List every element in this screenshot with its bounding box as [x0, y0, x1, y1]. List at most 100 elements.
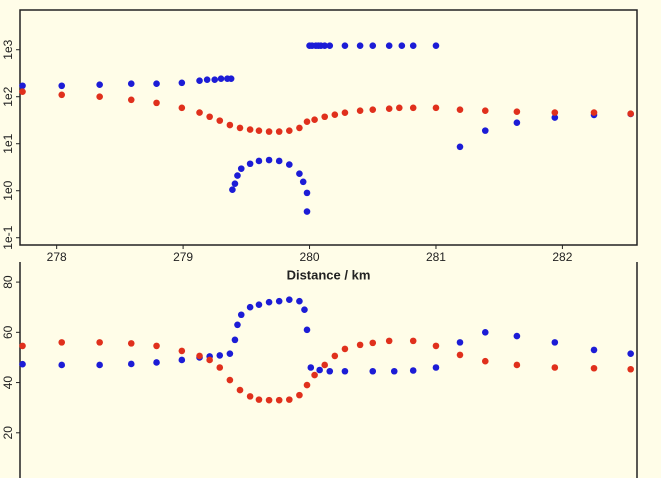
data-point [513, 332, 521, 340]
data-point [236, 124, 244, 132]
data-point [178, 104, 186, 112]
data-point [96, 361, 103, 369]
y-tick-label: 1e0 [1, 180, 15, 200]
data-point [153, 80, 160, 88]
data-point [246, 126, 254, 133]
data-point [178, 79, 186, 87]
data-point [153, 359, 160, 366]
data-point [234, 321, 241, 329]
data-point [409, 337, 417, 345]
data-point [237, 165, 245, 172]
data-point [265, 298, 273, 306]
data-point [303, 189, 311, 197]
data-point [58, 339, 66, 346]
data-point [432, 42, 440, 50]
data-point [481, 329, 489, 336]
data-point [275, 157, 283, 165]
data-point [255, 157, 263, 165]
data-point [513, 108, 521, 116]
data-point [356, 341, 364, 349]
data-point [321, 361, 329, 369]
data-point [19, 360, 26, 368]
data-point [551, 114, 559, 121]
data-point [590, 346, 598, 354]
data-point [303, 118, 311, 126]
data-point [481, 107, 489, 115]
data-point [19, 88, 26, 95]
data-point [227, 75, 235, 82]
data-point [296, 297, 303, 305]
data-point [481, 357, 489, 365]
data-point [303, 381, 311, 389]
data-point [341, 42, 349, 50]
data-point [456, 143, 464, 151]
y-tick-label: 1e3 [1, 39, 15, 59]
x-tick-label: 281 [426, 250, 446, 264]
data-point [590, 109, 598, 116]
data-point [299, 178, 307, 186]
data-point [96, 93, 103, 101]
data-point [341, 109, 349, 117]
data-point [96, 81, 103, 89]
data-point [216, 352, 224, 359]
data-point [385, 42, 393, 50]
data-point [196, 352, 203, 360]
data-point [226, 350, 234, 357]
data-point [303, 326, 311, 334]
x-axis-label: Distance / km [287, 267, 371, 282]
data-point [369, 106, 377, 113]
data-point [356, 42, 364, 50]
data-point [203, 76, 211, 84]
data-point [255, 127, 263, 135]
data-point [237, 311, 245, 319]
data-point [513, 119, 521, 127]
data-point [296, 124, 303, 132]
data-point [590, 364, 598, 372]
data-point [481, 127, 489, 134]
data-point [231, 336, 239, 344]
data-point [275, 297, 283, 305]
data-point [301, 306, 308, 314]
y-tick-label: 1e1 [1, 133, 15, 153]
data-point [296, 170, 303, 178]
x-tick-label: 280 [300, 250, 320, 264]
data-point [286, 127, 293, 135]
data-point [255, 396, 263, 403]
data-point [216, 117, 224, 124]
data-point [246, 160, 254, 168]
data-point [96, 339, 103, 346]
data-point [513, 361, 521, 369]
data-point [296, 391, 303, 399]
data-point [246, 393, 254, 400]
data-point [196, 109, 203, 116]
plot-frame [19, 9, 638, 246]
y-tick-label: 20 [1, 426, 15, 440]
data-point [432, 364, 440, 371]
data-point [398, 42, 406, 50]
data-point [127, 80, 135, 88]
data-point [265, 156, 273, 164]
data-point [321, 42, 329, 50]
data-point [58, 361, 66, 369]
data-point [217, 75, 225, 82]
data-point [331, 352, 339, 360]
data-point [369, 42, 377, 50]
data-point [178, 356, 186, 364]
data-point [390, 367, 398, 375]
data-point [331, 111, 339, 119]
data-point [231, 180, 239, 188]
data-point [456, 106, 464, 113]
data-point [356, 107, 364, 115]
x-tick-label: 278 [47, 250, 67, 264]
data-point [153, 99, 160, 107]
data-point [206, 113, 213, 121]
data-point [316, 366, 323, 374]
data-point [58, 82, 66, 90]
data-point [127, 340, 135, 347]
data-point [303, 208, 311, 215]
data-point [127, 360, 135, 368]
data-point [275, 396, 283, 404]
data-point [211, 76, 219, 84]
data-point [234, 172, 241, 179]
